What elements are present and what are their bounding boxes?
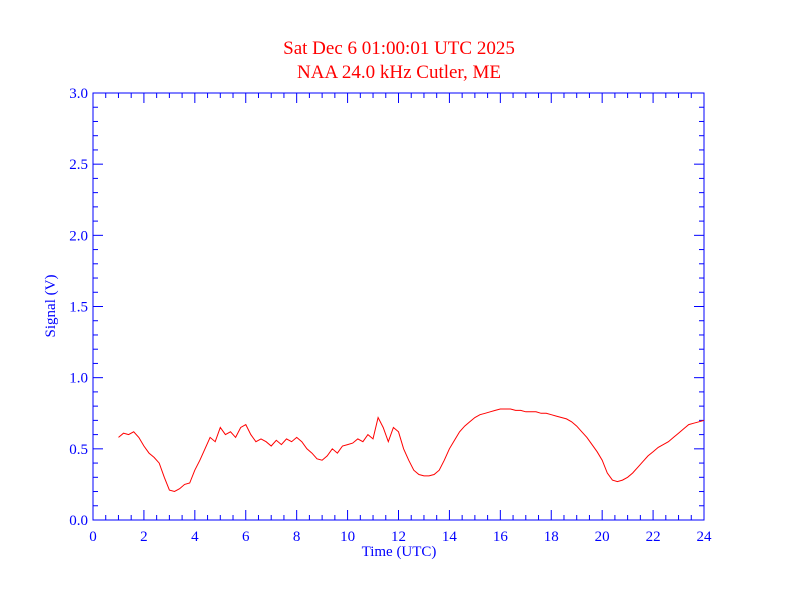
x-tick-label: 16: [493, 529, 509, 545]
y-tick-label: 2.5: [69, 157, 88, 173]
x-tick-label: 6: [242, 529, 250, 545]
x-tick-label: 14: [442, 529, 458, 545]
chart-subtitle: NAA 24.0 kHz Cutler, ME: [297, 62, 501, 83]
plot-frame: [92, 92, 705, 521]
x-tick-label: 0: [89, 529, 97, 545]
y-tick-label: 0.5: [69, 442, 88, 458]
chart-title: Sat Dec 6 01:00:01 UTC 2025: [283, 38, 515, 59]
x-axis-label: Time (UTC): [362, 544, 437, 560]
x-tick-label: 18: [544, 529, 559, 545]
y-tick-label: 0.0: [69, 513, 88, 529]
x-tick-label: 4: [191, 529, 199, 545]
x-tick-label: 8: [293, 529, 301, 545]
y-tick-label: 1.5: [69, 300, 88, 316]
x-tick-label: 22: [646, 529, 661, 545]
x-tick-label: 10: [340, 529, 355, 545]
x-tick-label: 12: [391, 529, 406, 545]
signal-series-line: [118, 408, 705, 493]
x-tick-label: 2: [140, 529, 148, 545]
y-tick-label: 2.0: [69, 228, 88, 244]
y-axis-label: Signal (V): [43, 275, 59, 338]
y-tick-label: 1.0: [69, 371, 88, 387]
x-axis: 0 2 4 6 8 10 12 14 16 18 20 22 24: [89, 93, 712, 545]
y-axis: 0.0 0.5 1.0 1.5 2.0 2.5 3.0: [69, 86, 704, 529]
x-tick-label: 20: [595, 529, 610, 545]
x-tick-label: 24: [697, 529, 713, 545]
y-tick-label: 3.0: [69, 86, 88, 102]
